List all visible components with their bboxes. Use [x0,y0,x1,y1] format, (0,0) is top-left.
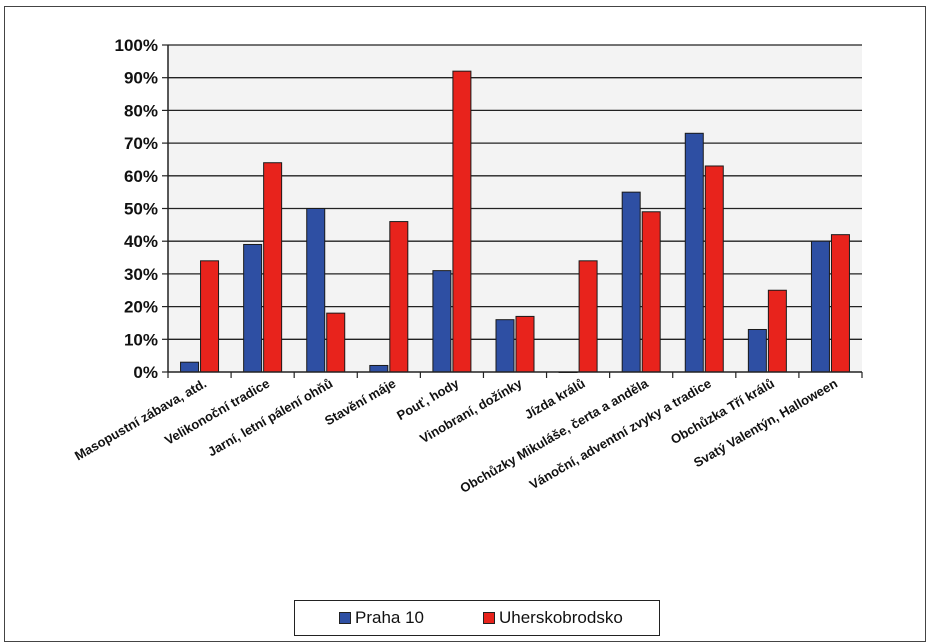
gridlines [162,44,862,373]
y-tick-label: 100% [115,36,158,55]
bar-praha-10 [432,270,452,373]
y-tick-label: 70% [124,134,158,153]
bar-praha-10 [810,240,830,373]
y-tick-label: 40% [124,232,158,251]
bar-praha-10 [684,132,704,373]
legend: Praha 10 Uherskobrodsko [294,600,660,636]
bar-uherskobrodsko [641,211,661,373]
y-tick-label: 30% [124,265,158,284]
bar-uherskobrodsko [578,260,598,373]
x-tick-label: Velikonoční tradice [162,376,272,448]
bar-praha-10 [495,319,515,373]
y-axis-tick-labels: 0% 10% 20% 30% 40% 50% 60% 70% 80% 90% 100% [115,36,158,382]
y-tick-label: 0% [133,363,158,382]
x-tick-label: Obchůzka Tří králů [668,376,777,448]
bar-praha-10 [306,208,326,373]
bar-praha-10 [747,328,767,373]
y-tick-label: 60% [124,167,158,186]
legend-item-series-2: Uherskobrodsko [483,608,623,628]
legend-swatch-series-2 [483,612,495,624]
legend-item-series-1: Praha 10 [339,608,424,628]
bar-uherskobrodsko [263,162,283,373]
bar-uherskobrodsko [452,70,472,373]
legend-label-series-2: Uherskobrodsko [499,608,623,627]
legend-label-series-1: Praha 10 [355,608,424,627]
x-axis-tick-labels: Masopustní zábava, atd.Velikonoční tradi… [72,375,840,496]
bar-uherskobrodsko [515,315,535,373]
bars [180,70,850,373]
bar-praha-10 [180,361,200,373]
bar-praha-10 [621,191,641,373]
bar-uherskobrodsko [767,289,787,373]
bar-uherskobrodsko [830,234,850,373]
y-tick-label: 10% [124,330,158,349]
x-tick-label: Vinobraní, dožínky [417,375,525,446]
legend-swatch-series-1 [339,612,351,624]
y-tick-label: 20% [124,298,158,317]
x-tick-label: Stavění máje [322,376,398,429]
y-tick-label: 90% [124,69,158,88]
bar-uherskobrodsko [326,312,346,373]
axes [167,45,863,378]
bar-praha-10 [369,364,389,373]
bar-uherskobrodsko [389,221,409,373]
y-tick-label: 50% [124,200,158,219]
bar-praha-10 [243,243,263,373]
bar-uherskobrodsko [200,260,220,373]
y-tick-label: 80% [124,101,158,120]
bar-uherskobrodsko [704,165,724,373]
